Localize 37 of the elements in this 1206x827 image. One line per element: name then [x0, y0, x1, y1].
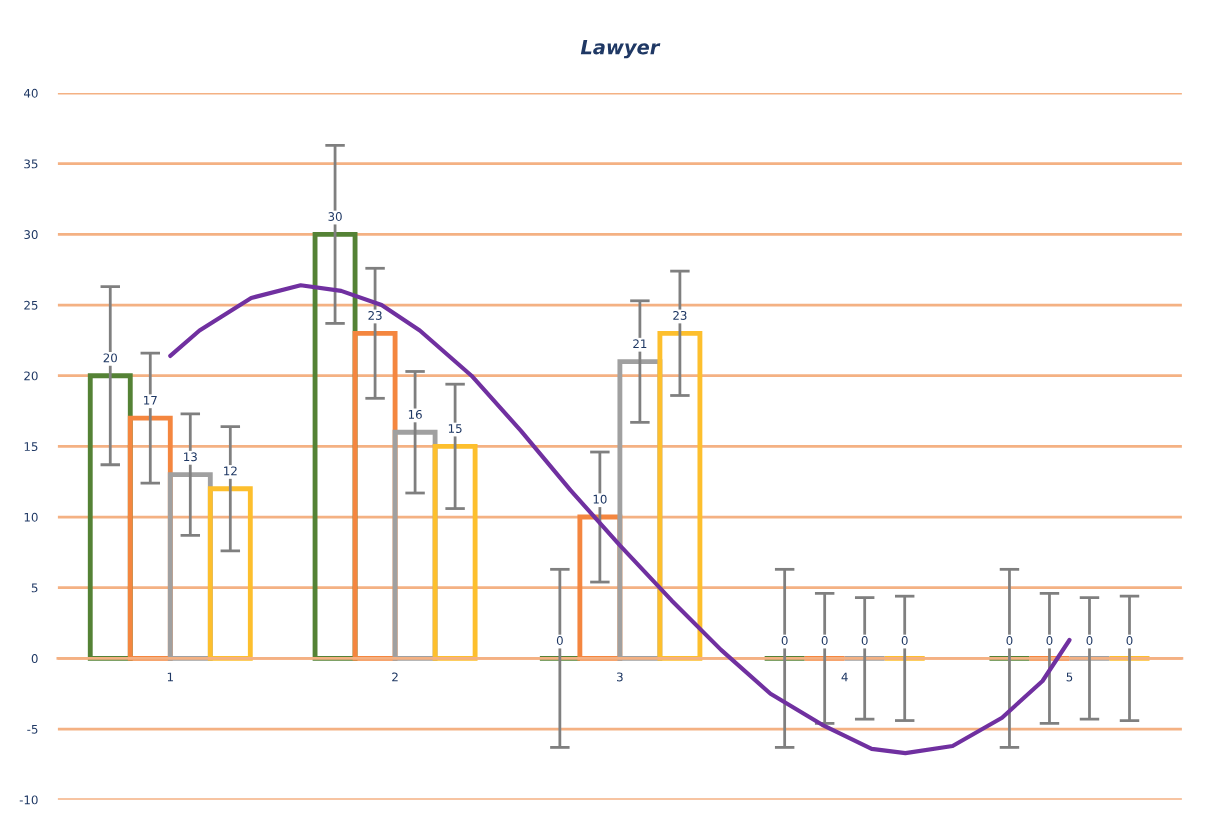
- y-tick-label: 20: [24, 371, 38, 381]
- data-label: 17: [144, 395, 157, 405]
- data-label: 23: [368, 310, 382, 320]
- data-label: 0: [556, 636, 563, 645]
- x-tick-label: 3: [617, 672, 623, 682]
- y-tick-label: 0: [31, 654, 38, 664]
- y-tick-label: 10: [24, 512, 38, 522]
- y-tick-label: -10: [19, 795, 38, 805]
- x-tick-label: 5: [1066, 672, 1073, 682]
- y-tick-label: 40: [24, 88, 38, 98]
- data-label: 30: [328, 212, 342, 221]
- x-tick-label: 4: [841, 672, 848, 682]
- data-label: 16: [408, 409, 422, 419]
- data-label: 21: [633, 339, 647, 349]
- data-label: 13: [184, 452, 197, 462]
- y-tick-label: -5: [27, 724, 38, 734]
- y-tick-label: 30: [24, 230, 38, 240]
- data-label: 0: [1086, 636, 1093, 645]
- chart-title: Lawyer: [580, 39, 661, 59]
- data-label: 0: [901, 636, 908, 645]
- data-label: 20: [103, 353, 117, 363]
- data-label: 12: [224, 466, 237, 476]
- x-tick-label: 2: [392, 672, 398, 682]
- data-label: 0: [781, 636, 788, 645]
- y-tick-label: 5: [31, 583, 38, 593]
- y-tick-label: 25: [24, 300, 38, 310]
- data-label: 0: [1046, 636, 1053, 645]
- data-label: 0: [861, 636, 868, 645]
- y-tick-label: 15: [24, 442, 38, 452]
- data-label: 0: [1006, 636, 1013, 645]
- y-tick-label: 35: [24, 159, 38, 169]
- data-label: 23: [673, 310, 687, 320]
- data-label: 10: [593, 494, 607, 504]
- data-label: 0: [1126, 636, 1133, 645]
- x-tick-label: 1: [167, 672, 173, 682]
- data-label: 0: [821, 636, 828, 645]
- data-label: 15: [448, 424, 462, 433]
